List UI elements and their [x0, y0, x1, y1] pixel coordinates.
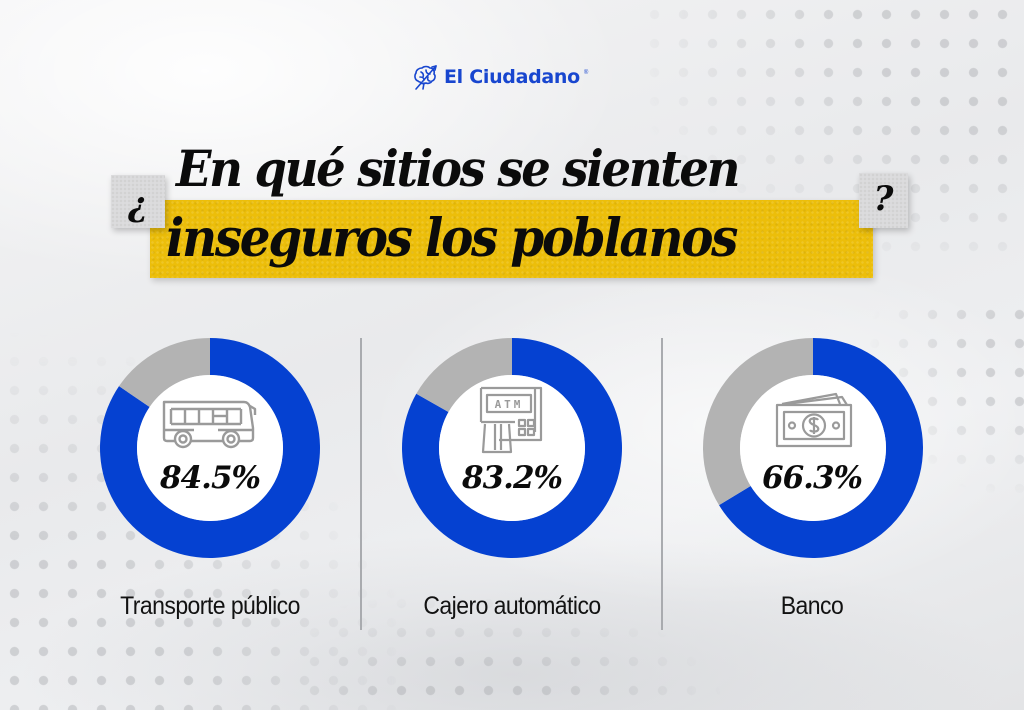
percent-label-transporte: 84.5%: [160, 460, 261, 496]
donut-slice-cajero-remainder: [416, 338, 512, 413]
column-divider: [360, 338, 362, 630]
donut-slice-banco-value: [719, 338, 923, 558]
donut-slice-transporte-remainder: [119, 338, 210, 407]
atm-icon-text: ATM: [495, 398, 524, 411]
title-highlight-band: [150, 200, 873, 278]
column-divider: [661, 338, 663, 630]
category-label-banco: Banco: [780, 592, 844, 620]
atm-icon: ATM: [479, 386, 543, 454]
percent-label-cajero: 83.2%: [462, 460, 563, 496]
bus-icon: [162, 400, 257, 449]
registered-mark: ®: [583, 70, 589, 76]
category-label-transporte: Transporte público: [120, 592, 300, 620]
title-line-2: inseguros los poblanos: [166, 208, 738, 269]
brain-arrow-icon: [414, 65, 437, 90]
close-question-mark: ?: [873, 178, 894, 219]
category-label-cajero: Cajero automático: [423, 592, 601, 620]
title-line-1: En qué sitios se sienten: [176, 139, 740, 198]
open-question-mark-box: ¿: [111, 175, 165, 228]
money-icon: [775, 392, 853, 448]
halftone-dots-bottom-middle: [300, 560, 720, 710]
donut-center-cajero: [439, 375, 585, 521]
donut-slice-banco-remainder: [702, 338, 813, 506]
percent-label-banco: 66.3%: [762, 460, 863, 496]
open-question-mark: ¿: [128, 184, 148, 225]
donut-slice-cajero-value: [401, 338, 622, 558]
close-question-mark-box: ?: [859, 173, 908, 228]
brand-name: El Ciudadano: [444, 66, 580, 88]
donut-center-transporte: [137, 375, 283, 521]
brand-logo: El Ciudadano ®: [412, 62, 588, 92]
donut-slice-transporte-value: [100, 338, 320, 558]
